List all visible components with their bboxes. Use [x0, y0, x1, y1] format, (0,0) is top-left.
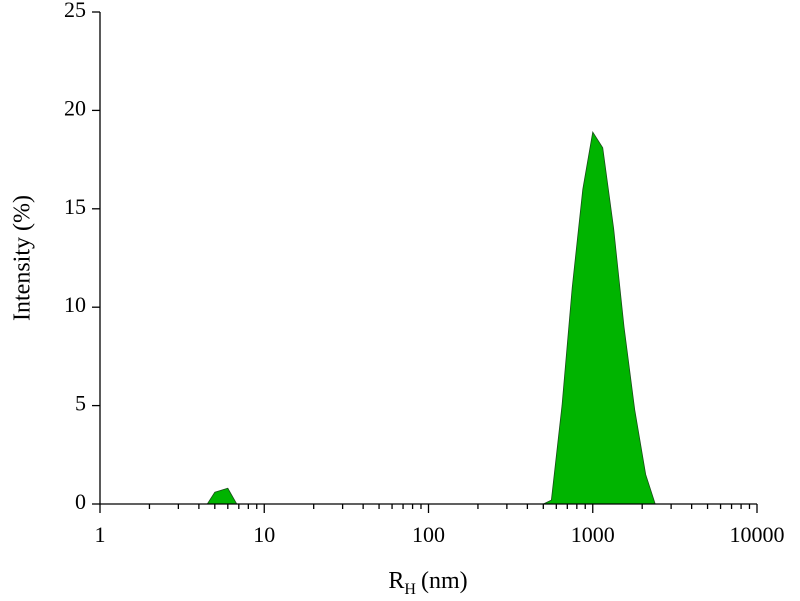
x-tick-label: 100 [412, 522, 445, 547]
y-axis-label: Intensity (%) [10, 195, 36, 321]
y-tick-label: 5 [75, 391, 86, 416]
y-tick-label: 15 [64, 194, 86, 219]
y-tick-label: 0 [75, 489, 86, 514]
area [206, 130, 656, 505]
x-label-sub: H [404, 581, 416, 598]
x-label-main: R [388, 568, 404, 594]
x-tick-label: 1000 [571, 522, 615, 547]
y-tick-label: 10 [64, 292, 86, 317]
x-tick-label: 1 [95, 522, 106, 547]
x-label-unit: (nm) [421, 568, 468, 594]
y-tick-label: 20 [64, 95, 86, 120]
x-tick-label: 10000 [730, 522, 785, 547]
x-axis-label: RH (nm) [388, 568, 467, 598]
x-tick-label: 10 [253, 522, 275, 547]
y-tick-label: 25 [64, 0, 86, 22]
